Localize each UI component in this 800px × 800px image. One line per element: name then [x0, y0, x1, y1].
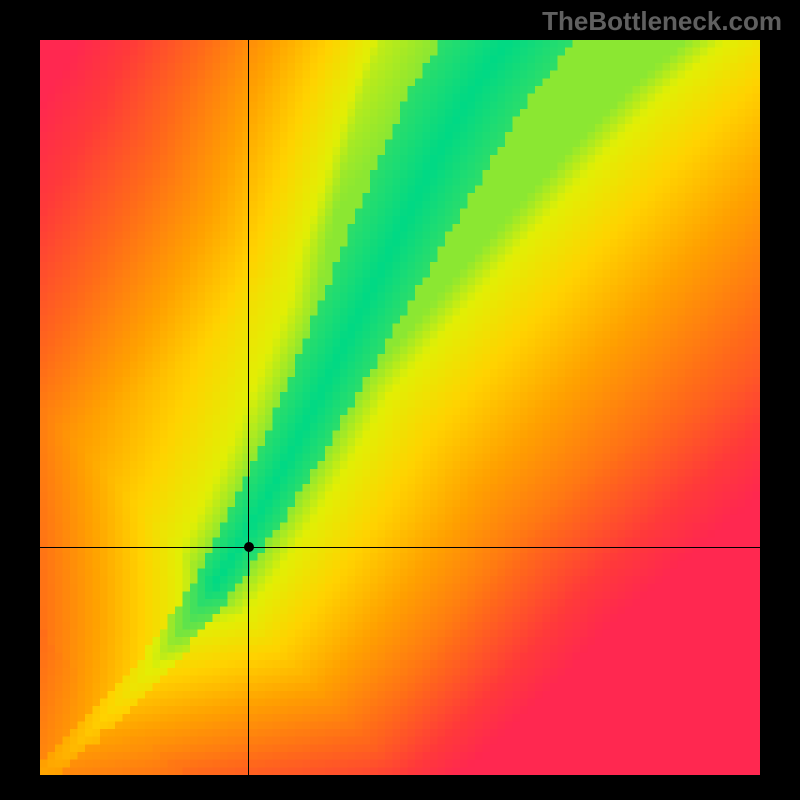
crosshair-horizontal — [40, 547, 760, 548]
watermark-label: TheBottleneck.com — [542, 6, 782, 37]
heatmap-plot — [40, 40, 760, 775]
heatmap-canvas — [40, 40, 760, 775]
crosshair-marker — [244, 542, 254, 552]
crosshair-vertical — [248, 40, 249, 775]
chart-container: TheBottleneck.com — [0, 0, 800, 800]
